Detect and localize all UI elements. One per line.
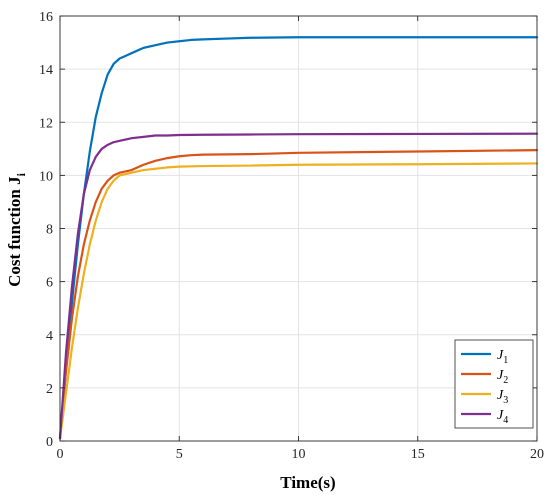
y-tick-label: 12 [39,116,53,131]
axes [59,15,538,442]
series-line-j2 [58,149,539,440]
legend-label-j2: J2 [497,368,508,386]
series-line-j3 [58,162,539,440]
x-tick-label: 5 [176,447,183,462]
y-tick-label: 6 [46,276,53,291]
y-tick-label: 10 [39,169,53,184]
legend: J1 J2 J3 J4 [454,339,534,429]
x-tick-label: 0 [57,447,64,462]
y-axis-title-main: Cost function J [5,176,24,287]
series-lines [58,36,539,440]
y-axis-title: Cost function Ji [5,172,28,287]
x-tick-label: 10 [292,447,306,462]
x-tick-label: 20 [530,447,544,462]
y-axis-title-subscript: i [14,172,28,176]
tick-labels: 0 5 10 15 20 0 2 4 6 8 10 12 14 16 [39,10,544,462]
y-tick-label: 16 [39,10,53,25]
x-axis-title: Time(s) [280,473,335,492]
y-tick-label: 2 [46,382,53,397]
legend-label-j4: J4 [497,408,508,426]
series-line-j4 [58,132,539,440]
y-tick-label: 14 [39,63,53,78]
legend-label-j1: J1 [497,348,508,366]
y-tick-label: 0 [46,435,53,450]
grid [60,16,537,441]
legend-label-j3: J3 [497,388,508,406]
y-tick-label: 4 [46,329,53,344]
y-tick-label: 8 [46,223,53,238]
x-tick-label: 15 [411,447,425,462]
